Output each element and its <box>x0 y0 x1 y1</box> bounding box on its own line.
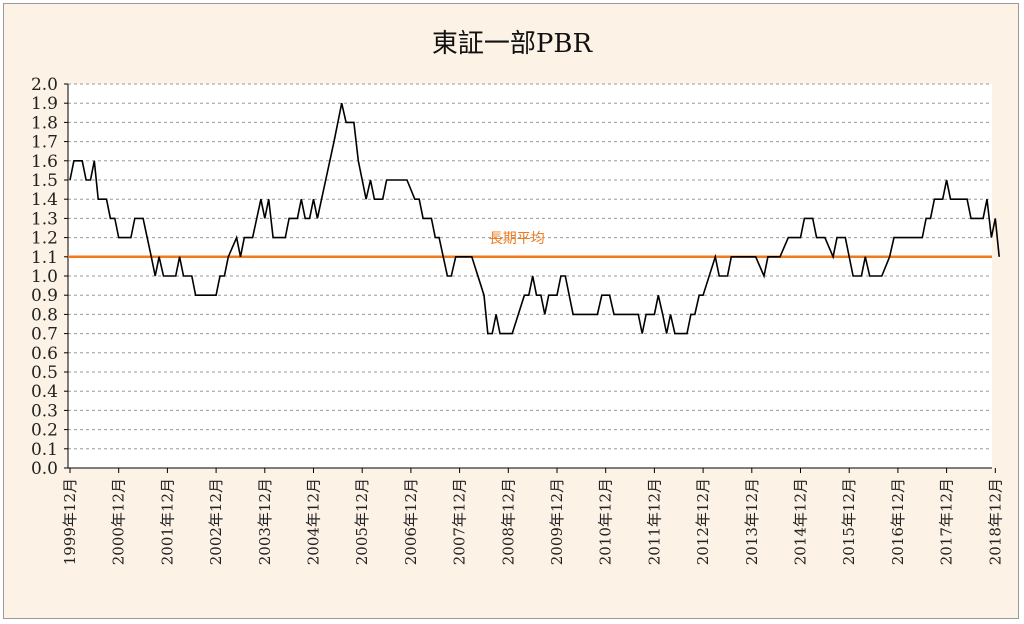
y-tick-label: 0.7 <box>31 325 58 345</box>
y-tick-label: 1.8 <box>31 113 58 133</box>
x-tick-label: 2014年12月 <box>792 478 810 565</box>
y-tick-label: 0.4 <box>31 382 58 402</box>
chart-title: 東証一部PBR <box>432 29 594 59</box>
y-axis-ticks: 2.01.91.81.71.61.51.41.31.21.11.00.90.80… <box>31 75 68 479</box>
x-tick-label: 2015年12月 <box>840 478 858 565</box>
y-tick-label: 0.9 <box>31 286 58 306</box>
y-tick-label: 2.0 <box>31 75 58 95</box>
y-tick-label: 0.1 <box>31 440 58 460</box>
x-tick-label: 2003年12月 <box>256 478 274 565</box>
x-tick-label: 2012年12月 <box>694 478 712 565</box>
x-tick-label: 2005年12月 <box>353 478 371 565</box>
x-tick-label: 2010年12月 <box>597 478 615 565</box>
y-tick-label: 1.7 <box>31 133 58 153</box>
x-tick-label: 2008年12月 <box>499 478 517 565</box>
y-tick-label: 1.0 <box>31 267 58 287</box>
long-term-average-label: 長期平均 <box>489 231 545 247</box>
x-tick-label: 2006年12月 <box>402 478 420 565</box>
y-tick-label: 1.1 <box>31 248 58 268</box>
x-tick-label: 2017年12月 <box>938 478 956 565</box>
x-tick-label: 2011年12月 <box>645 478 663 565</box>
x-tick-label: 2013年12月 <box>743 478 761 565</box>
y-tick-label: 0.0 <box>31 459 58 479</box>
y-tick-label: 1.9 <box>31 94 58 114</box>
x-tick-label: 2018年12月 <box>986 478 1004 565</box>
y-tick-label: 1.6 <box>31 152 58 172</box>
x-tick-label: 2016年12月 <box>889 478 907 565</box>
x-tick-label: 2000年12月 <box>110 478 128 565</box>
x-tick-label: 2004年12月 <box>305 478 323 565</box>
y-tick-label: 0.6 <box>31 344 58 364</box>
y-tick-label: 0.2 <box>31 421 58 441</box>
y-tick-label: 1.2 <box>31 229 58 249</box>
pbr-series-line <box>69 103 1000 335</box>
y-tick-label: 1.5 <box>31 171 58 191</box>
x-tick-label: 1999年12月 <box>61 478 79 565</box>
x-tick-label: 2002年12月 <box>207 478 225 565</box>
y-tick-label: 0.8 <box>31 305 58 325</box>
y-tick-label: 0.3 <box>31 401 58 421</box>
x-tick-label: 2001年12月 <box>158 478 176 565</box>
y-tick-label: 0.5 <box>31 363 58 383</box>
y-tick-label: 1.4 <box>31 190 58 210</box>
x-axis-ticks: 1999年12月 2000年12月 2001年12月 2002年12月 2003年12月… <box>61 468 1004 565</box>
x-tick-label: 2007年12月 <box>451 478 469 565</box>
x-tick-label: 2009年12月 <box>548 478 566 565</box>
y-tick-label: 1.3 <box>31 209 58 229</box>
